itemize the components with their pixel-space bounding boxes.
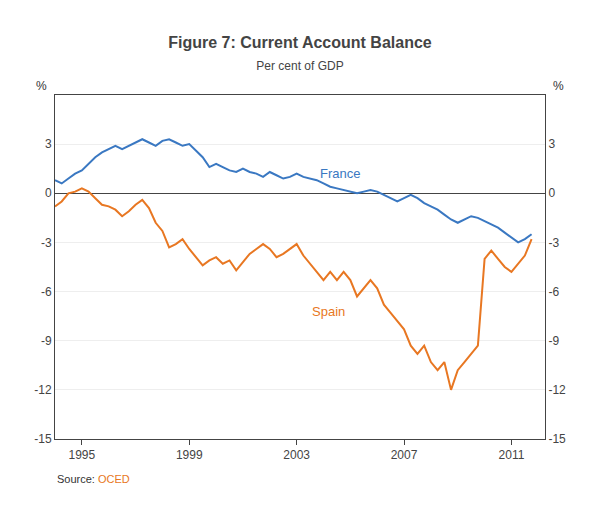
svg-text:-12: -12	[34, 383, 52, 397]
svg-text:Per cent of GDP: Per cent of GDP	[256, 59, 343, 73]
svg-text:2011: 2011	[499, 448, 525, 462]
svg-text:%: %	[553, 79, 564, 93]
svg-text:-6: -6	[41, 285, 52, 299]
svg-text:-6: -6	[548, 285, 559, 299]
svg-text:2007: 2007	[391, 448, 418, 462]
svg-text:-3: -3	[41, 236, 52, 250]
svg-text:1995: 1995	[68, 448, 95, 462]
svg-text:-9: -9	[41, 334, 52, 348]
svg-text:-12: -12	[548, 383, 566, 397]
svg-text:0: 0	[548, 186, 555, 200]
svg-text:3: 3	[548, 137, 555, 151]
svg-text:%: %	[36, 79, 47, 93]
svg-text:-15: -15	[34, 432, 52, 446]
svg-text:France: France	[320, 166, 360, 181]
svg-text:1999: 1999	[176, 448, 203, 462]
svg-text:-3: -3	[548, 236, 559, 250]
svg-text:3: 3	[45, 137, 52, 151]
svg-text:-15: -15	[548, 432, 566, 446]
svg-text:2003: 2003	[283, 448, 310, 462]
svg-text:Figure 7: Current Account Bala: Figure 7: Current Account Balance	[168, 34, 432, 51]
svg-text:Spain: Spain	[312, 304, 345, 319]
svg-text:Source: OCED: Source: OCED	[57, 473, 130, 485]
svg-text:-9: -9	[548, 334, 559, 348]
svg-text:0: 0	[45, 186, 52, 200]
